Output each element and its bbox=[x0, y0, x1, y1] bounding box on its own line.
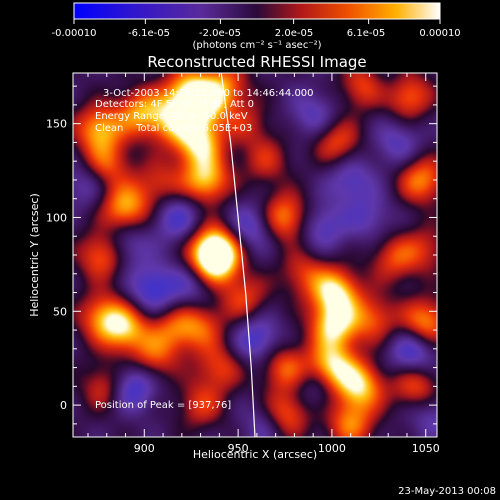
x-tick-label: 1000 bbox=[318, 442, 346, 455]
y-axis-label: Heliocentric Y (arcsec) bbox=[28, 193, 41, 317]
colorbar-tick-label: -6.1e-05 bbox=[128, 28, 170, 39]
solar-limb-line bbox=[220, 73, 256, 437]
annotation-detectors: Detectors: 4F 5F 6F 7F 8F, Att 0 bbox=[95, 99, 254, 110]
colorbar-tick-label: -2.0e-05 bbox=[199, 28, 241, 39]
heatmap-image bbox=[73, 73, 437, 437]
axis-ticks: 900 950 1000 1050 0 50 100 150 bbox=[46, 73, 440, 455]
y-tick-label: 50 bbox=[53, 305, 67, 318]
colorbar-tick-label: 6.1e-05 bbox=[347, 28, 385, 39]
colorbar-tick-label: 2.0e-05 bbox=[275, 28, 313, 39]
colorbar-unit-label: (photons cm⁻² s⁻¹ asec⁻²) bbox=[192, 40, 321, 51]
colorbar-tick-label: 0.00010 bbox=[419, 28, 460, 39]
y-tick-label: 150 bbox=[46, 118, 67, 131]
annotation-energy: Energy Range: 25.0 - 50.0 keV bbox=[95, 111, 248, 122]
y-tick-label: 0 bbox=[60, 399, 67, 412]
x-tick-label: 900 bbox=[134, 442, 155, 455]
colorbar-tick-label: -0.00010 bbox=[52, 28, 97, 39]
colorbar-ticks bbox=[73, 19, 441, 24]
y-tick-label: 100 bbox=[46, 211, 67, 224]
colorbar: -0.00010 -6.1e-05 -2.0e-05 2.0e-05 6.1e-… bbox=[52, 2, 461, 51]
footer-date: 23-May-2013 00:08 bbox=[398, 486, 496, 497]
x-tick-label: 950 bbox=[228, 442, 249, 455]
colorbar-gradient bbox=[73, 2, 441, 20]
peak-position-label: Position of Peak = [937,76] bbox=[95, 400, 231, 411]
chart-title: Reconstructed RHESSI Image bbox=[147, 53, 366, 71]
annotation-time: 3-Oct-2003 14:39:12.000 to 14:46:44.000 bbox=[103, 88, 314, 99]
annotation-counts: Clean Total counts: 6.05E+03 bbox=[95, 123, 252, 134]
plot-area bbox=[73, 73, 437, 437]
x-axis-label: Heliocentric X (arcsec) bbox=[193, 448, 317, 461]
x-tick-label: 1050 bbox=[412, 442, 440, 455]
annotations: 3-Oct-2003 14:39:12.000 to 14:46:44.000 … bbox=[95, 88, 314, 411]
